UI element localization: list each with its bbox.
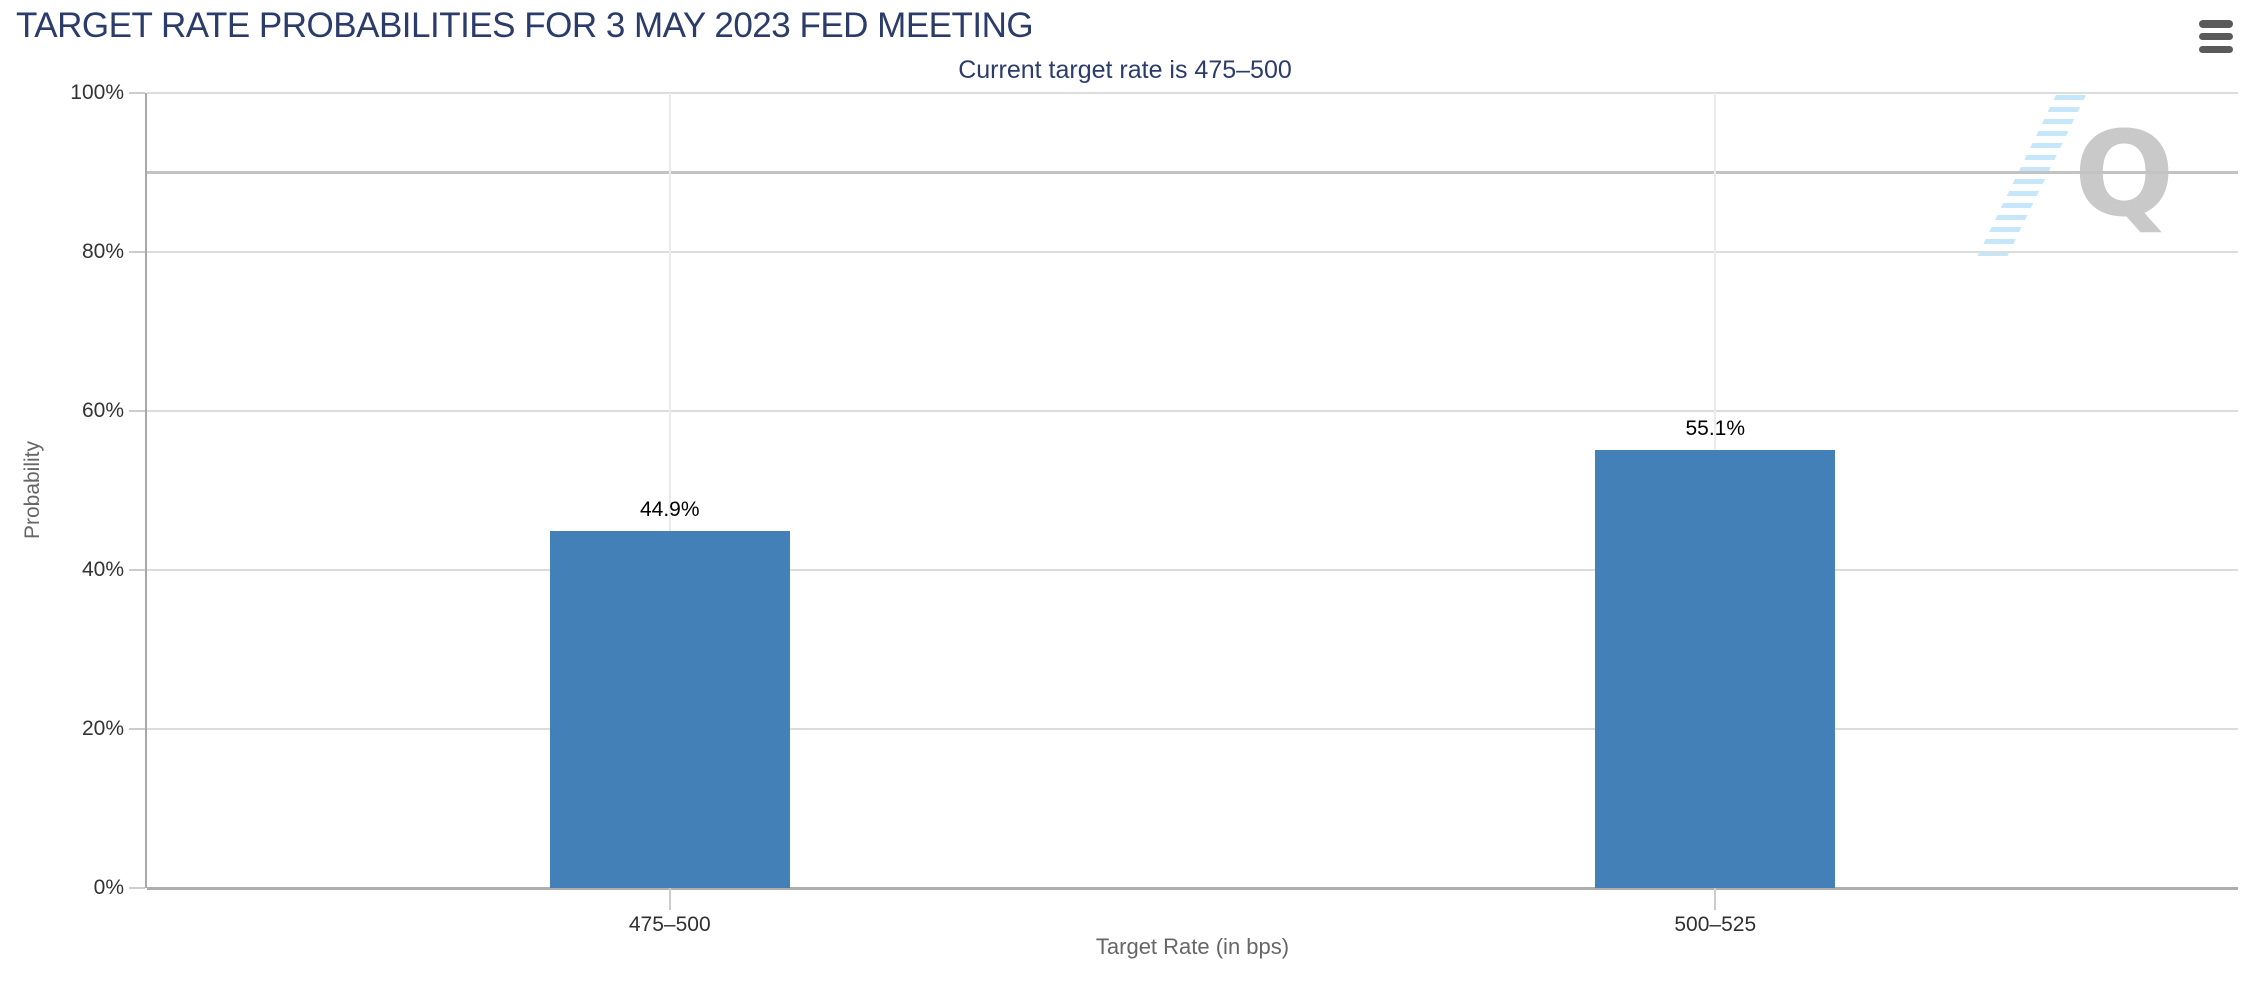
plot-area: Q 0% 20% 40% 60% 80% 100% 44.9% 475–500 55.1% 500… [70,81,2238,936]
y-gridline-100 [147,92,2238,94]
bar-value-label: 44.9% [639,498,700,522]
watermark-q-letter: Q [2074,105,2175,243]
hamburger-bar [2199,45,2233,53]
y-axis-tick-60 [129,410,145,412]
bar-rect[interactable] [549,531,790,888]
hamburger-bar [2199,20,2233,28]
hamburger-bar [2199,32,2233,41]
x-axis-tick-0 [668,888,671,910]
y-axis-tick-100 [129,92,145,94]
bar-rect[interactable] [1595,449,1836,888]
y-gridline-80 [147,251,2238,253]
y-axis-tick-20 [129,728,145,730]
y-tick-label: 80% [81,240,124,263]
y-axis-tick-0 [129,887,145,889]
y-gridline-20 [147,728,2238,730]
quikstrike-watermark: Q [1976,93,2238,343]
chart-subtitle: Current target rate is 475–500 [958,56,1292,84]
bar-value-label: 55.1% [1685,416,1746,440]
x-axis-title: Target Rate (in bps) [1095,934,1290,959]
y-tick-label: 60% [81,399,124,422]
y-axis-line [145,93,147,888]
x-axis-tick-1 [1714,888,1717,910]
y-tick-label: 20% [81,717,124,740]
y-gridline-0 [147,887,2238,890]
y-gridline-90 [147,171,2238,174]
chart-title: TARGET RATE PROBABILITIES FOR 3 MAY 2023… [16,6,1034,45]
y-axis-tick-40 [129,569,145,571]
bar-475–500[interactable]: 44.9% [549,93,790,888]
watermark-swoosh-icon [1976,95,2086,257]
chart-context-menu-button[interactable] [2199,20,2233,53]
x-category-label: 500–525 [1674,913,1757,936]
y-gridline-60 [147,410,2238,412]
x-category-label: 475–500 [628,913,711,936]
y-gridline-40 [147,569,2238,571]
y-tick-label: 100% [70,81,124,104]
y-axis-tick-80 [129,251,145,253]
bar-500–525[interactable]: 55.1% [1595,93,1836,888]
y-axis-title: Probability [21,440,44,540]
y-tick-label: 40% [81,558,124,581]
x-gridline-0 [668,93,671,888]
y-tick-label: 0% [93,876,124,899]
